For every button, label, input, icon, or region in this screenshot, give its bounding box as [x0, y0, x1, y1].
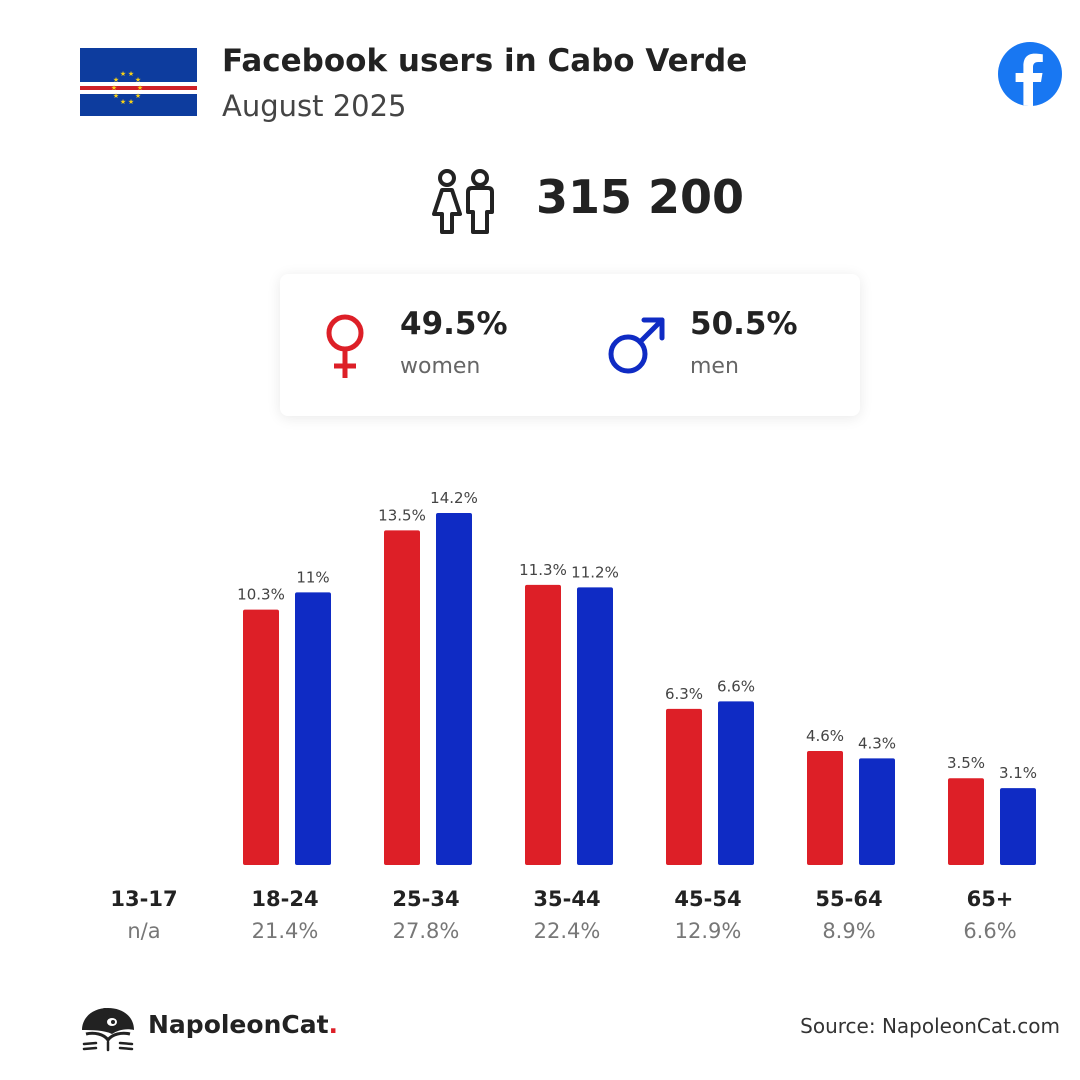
bar-18-24-women	[243, 609, 279, 865]
svg-text:★: ★	[128, 70, 134, 78]
male-icon	[608, 317, 665, 374]
age-group-total: 21.4%	[252, 919, 319, 943]
age-group-total: n/a	[127, 919, 160, 943]
bar-45-54-men	[718, 701, 754, 865]
source-text: Source: NapoleonCat.com	[800, 1014, 1060, 1038]
bar-value-label: 13.5%	[378, 506, 426, 524]
age-group-label: 13-17	[110, 887, 177, 911]
female-label: women	[400, 354, 481, 379]
facebook-logo-icon	[998, 42, 1062, 106]
bar-value-label: 11%	[296, 568, 329, 586]
bar-value-label: 11.2%	[571, 563, 619, 581]
total-users-value: 315 200	[536, 170, 745, 224]
bar-18-24-men	[295, 592, 331, 865]
age-group-label: 55-64	[815, 887, 882, 911]
bar-45-54-women	[666, 708, 702, 865]
bar-value-label: 3.5%	[947, 754, 985, 772]
bar-25-34-women	[384, 530, 420, 865]
svg-text:★: ★	[128, 98, 134, 106]
brand-name: NapoleonCat.	[148, 1010, 338, 1039]
bar-value-label: 10.3%	[237, 586, 285, 604]
female-percentage: 49.5%	[400, 306, 508, 342]
bar-value-label: 6.3%	[665, 685, 703, 703]
bar-value-label: 4.3%	[858, 734, 896, 752]
svg-text:★: ★	[137, 84, 143, 92]
brand-dot: .	[328, 1010, 339, 1039]
bar-65+-men	[1000, 788, 1036, 865]
age-group-label: 18-24	[251, 887, 318, 911]
bar-value-label: 14.2%	[430, 489, 478, 507]
age-group-total: 8.9%	[822, 919, 875, 943]
svg-text:★: ★	[111, 84, 117, 92]
napoleoncat-logo-icon	[82, 1008, 134, 1052]
age-group-total: 6.6%	[963, 919, 1016, 943]
bar-35-44-men	[577, 587, 613, 865]
svg-text:★: ★	[135, 92, 141, 100]
svg-text:★: ★	[120, 98, 126, 106]
age-gender-bar-chart: 13-17 n/a 10.3% 11% 18-24 21.4% 13.5%14.2% 25-3…	[110, 489, 1037, 943]
age-group-total: 22.4%	[534, 919, 601, 943]
male-percentage: 50.5%	[690, 306, 798, 342]
page-subtitle: August 2025	[222, 89, 407, 123]
bar-value-label: 11.3%	[519, 561, 567, 579]
page-title: Facebook users in Cabo Verde	[222, 43, 748, 79]
age-group-label: 65+	[967, 887, 1014, 911]
bar-55-64-women	[807, 750, 843, 865]
bar-25-34-men	[436, 513, 472, 865]
gender-card: 49.5% women 50.5% men	[280, 274, 860, 416]
brand-text: NapoleonCat	[148, 1010, 329, 1039]
svg-text:★: ★	[113, 92, 119, 100]
svg-text:★: ★	[135, 76, 141, 84]
bar-value-label: 3.1%	[999, 764, 1037, 782]
female-icon	[326, 314, 364, 378]
bar-value-label: 6.6%	[717, 677, 755, 695]
svg-text:★: ★	[120, 70, 126, 78]
flag-cabo-verde-icon: ★★★ ★★ ★ ★★★ ★	[80, 48, 197, 116]
bar-value-label: 4.6%	[806, 727, 844, 745]
age-group-total: 27.8%	[393, 919, 460, 943]
bar-65+-women	[948, 778, 984, 865]
male-label: men	[690, 354, 739, 379]
bar-35-44-women	[525, 584, 561, 865]
people-icon	[432, 169, 494, 234]
age-group-label: 25-34	[392, 887, 459, 911]
age-group-label: 45-54	[674, 887, 741, 911]
age-group-label: 35-44	[533, 887, 600, 911]
svg-text:★: ★	[113, 76, 119, 84]
age-group-total: 12.9%	[675, 919, 742, 943]
bar-55-64-men	[859, 758, 895, 865]
